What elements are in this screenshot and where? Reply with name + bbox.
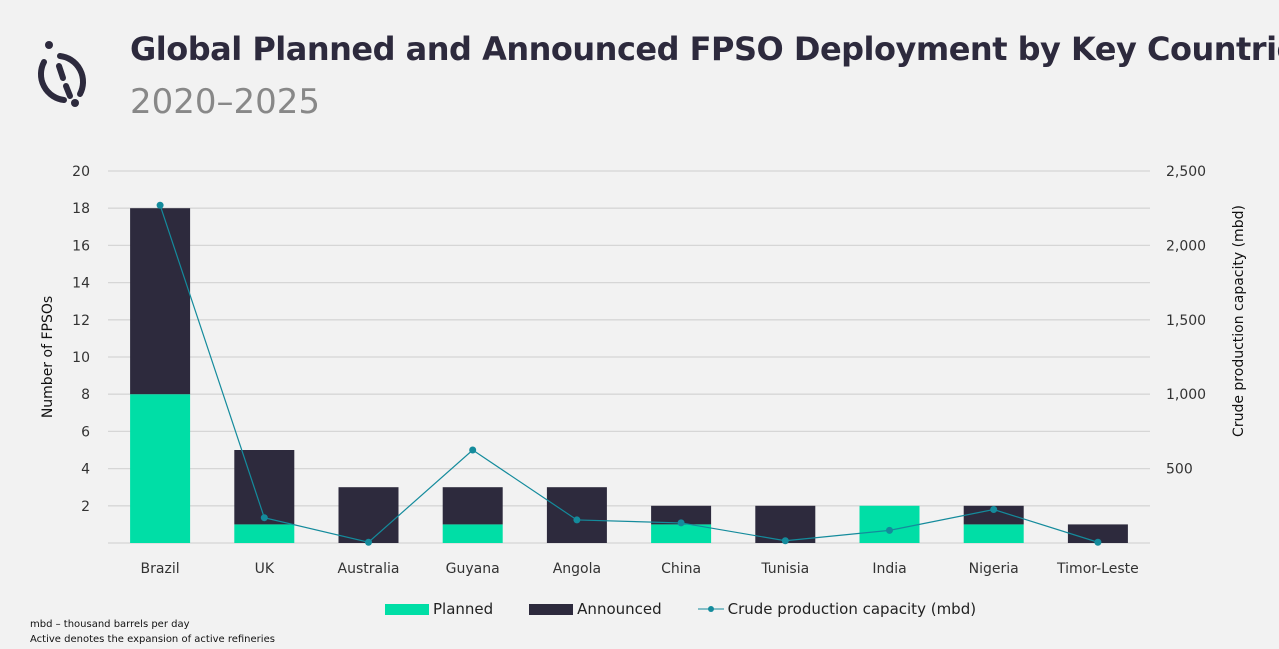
bar-planned <box>130 394 191 543</box>
legend-capacity: Crude production capacity (mbd) <box>697 600 977 618</box>
x-tick-label: Angola <box>553 561 601 577</box>
y-tick-label: 12 <box>72 313 90 329</box>
y-tick-label: 16 <box>72 238 90 254</box>
bar-announced <box>963 505 1024 525</box>
capacity-point <box>260 514 268 522</box>
legend-planned-label: Planned <box>433 600 494 618</box>
capacity-point <box>573 516 581 524</box>
capacity-point <box>677 519 685 527</box>
x-tick-label: India <box>872 561 906 577</box>
legend-capacity-label: Crude production capacity (mbd) <box>727 600 977 618</box>
y-tick-label: 6 <box>81 424 90 440</box>
y-tick-label: 14 <box>72 276 90 292</box>
bar-announced <box>338 487 399 543</box>
logo-icon <box>30 32 94 116</box>
legend-planned: Planned <box>385 600 493 618</box>
x-tick-label: Australia <box>338 561 400 577</box>
x-tick-label: Guyana <box>446 561 500 577</box>
y-tick-label: 8 <box>81 387 90 403</box>
capacity-point <box>156 201 164 209</box>
x-tick-label: UK <box>255 561 275 577</box>
y2-axis-label: Crude production capacity (mbd) <box>1231 205 1247 437</box>
bar-announced <box>651 505 712 525</box>
capacity-line <box>159 205 1099 543</box>
legend-announced-swatch <box>529 603 574 615</box>
bar-announced <box>234 450 295 525</box>
capacity-point <box>469 446 477 454</box>
x-tick-label: China <box>661 561 701 577</box>
footnote: mbd – thousand barrels per day <box>30 619 190 630</box>
y2-tick-label: 2,000 <box>1166 238 1206 254</box>
bar-planned <box>963 524 1024 543</box>
y-tick-label: 4 <box>81 462 90 478</box>
capacity-point <box>781 537 789 545</box>
y-axis-label: Number of FPSOs <box>40 296 56 418</box>
y-tick-label: 2 <box>81 499 90 515</box>
x-tick-label: Brazil <box>141 561 180 577</box>
bar-planned <box>234 524 295 543</box>
legend-announced: Announced <box>529 600 662 618</box>
x-tick-label: Timor-Leste <box>1056 561 1139 577</box>
y2-tick-label: 2,500 <box>1166 164 1206 180</box>
chart-title: Global Planned and Announced FPSO Deploy… <box>130 30 1279 68</box>
legend: Planned Announced Crude production capac… <box>385 600 976 618</box>
bar-announced <box>546 487 607 543</box>
y2-tick-label: 1,000 <box>1166 387 1206 403</box>
bar-announced <box>130 208 191 395</box>
capacity-point <box>990 506 998 514</box>
chart-subtitle: 2020–2025 <box>130 82 321 122</box>
y2-tick-label: 1,500 <box>1166 313 1206 329</box>
y2-tick-label: 500 <box>1166 462 1193 478</box>
bar-planned <box>859 505 920 543</box>
legend-announced-label: Announced <box>577 600 662 618</box>
y-tick-label: 20 <box>72 164 90 180</box>
y-tick-label: 18 <box>72 201 90 217</box>
capacity-point <box>365 538 372 546</box>
bar-planned <box>442 524 503 543</box>
legend-line-swatch <box>697 606 724 612</box>
x-tick-label: Tunisia <box>760 561 809 577</box>
bar-announced <box>1067 524 1128 543</box>
bar-announced <box>442 487 503 525</box>
capacity-point <box>886 526 893 534</box>
footnote: Active denotes the expansion of active r… <box>30 634 275 645</box>
footnotes: mbd – thousand barrels per day Active de… <box>30 617 275 647</box>
capacity-point <box>1094 538 1102 546</box>
x-tick-label: Nigeria <box>969 561 1019 577</box>
bar-planned <box>651 524 712 543</box>
legend-planned-swatch <box>385 603 429 615</box>
y-tick-label: 10 <box>72 350 90 366</box>
